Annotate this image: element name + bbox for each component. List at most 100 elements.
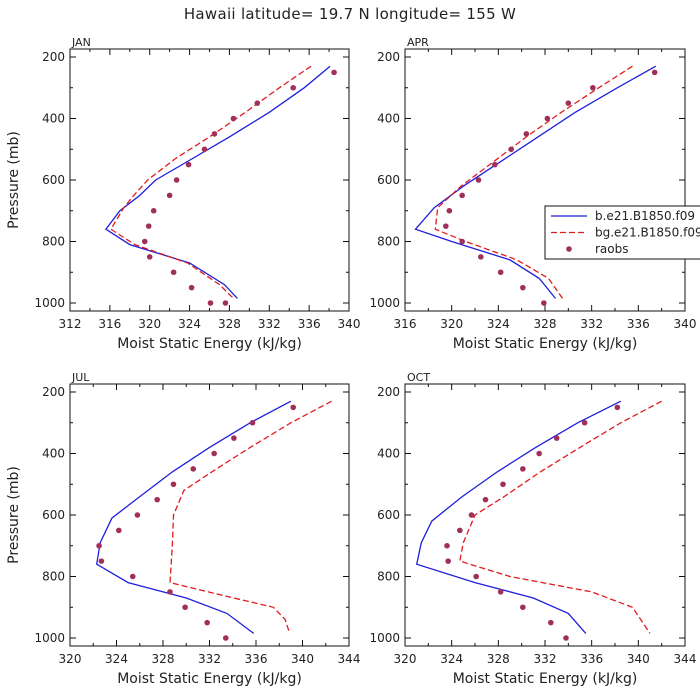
raob-point [563,635,569,641]
raob-point [482,496,489,503]
y-tick-label: 1000 [34,631,65,645]
y-tick-label: 200 [42,50,65,64]
x-tick-label: 344 [674,652,697,666]
legend-label: b.e21.B1850.f09 [595,209,695,223]
raob-point [508,146,514,153]
panel-apr: APR 316 320 324 328 332 336 340 200 400 600 800 1000… [369,36,696,352]
series-raobs [96,404,297,641]
raob-point [520,604,526,611]
raob-point [290,84,297,91]
y-tick-label: 800 [377,570,400,584]
raob-point [544,115,551,122]
raob-point [145,223,152,229]
legend-item: b.e21.B1850.f09 [551,209,695,223]
raob-point [290,404,297,411]
x-tick-label: 316 [98,317,121,331]
panel-label: JUL [71,371,90,384]
x-tick-label: 312 [59,317,82,331]
x-tick-label: 336 [298,317,321,331]
y-axis-label: Pressure (mb) [6,466,22,564]
raob-point [457,527,463,534]
legend-item: bg.e21.B1850.f09 [551,226,700,240]
legend-label: bg.e21.B1850.f09 [595,226,700,240]
raob-point [331,69,337,76]
y-tick-label: 200 [42,385,65,399]
raob-point [497,269,504,276]
x-axis-label: Moist Static Energy (kJ/kg) [117,671,302,687]
raob-point [141,238,148,245]
x-tick-label: 328 [534,317,557,331]
legend: b.e21.B1850.f09 bg.e21.B1850.f09 raobs [544,205,700,260]
raob-point [254,100,261,106]
y-tick-label: 600 [42,173,65,187]
x-axis-label: Moist Static Energy (kJ/kg) [453,336,638,352]
series-line-b-e21-b1850-f09 [95,400,292,634]
raob-point [98,558,105,564]
raob-point [173,177,180,183]
panel-oct: OCT 320 324 328 332 336 340 344 200 400 600 800 1000… [369,371,696,687]
x-axis-label: Moist Static Energy (kJ/kg) [453,671,638,687]
x-tick-label: 336 [580,652,603,666]
raob-point [170,481,177,488]
panels: JAN 312 316 320 324 328 332 336 340 200 400 600 800 1… [6,36,696,687]
y-tick-label: 400 [377,447,400,461]
x-tick-label: 344 [338,652,361,666]
x-tick-label: 340 [291,652,314,666]
x-tick-label: 332 [534,652,557,666]
raob-point [445,558,451,564]
y-tick-label: 200 [377,385,400,399]
series-raobs [444,404,621,641]
raob-point [492,161,498,168]
raob-point [443,223,449,229]
x-tick-label: 332 [580,317,603,331]
y-tick-label: 400 [377,112,400,126]
y-tick-label: 800 [42,235,65,249]
y-tick-label: 600 [377,173,400,187]
x-tick-label: 320 [394,652,417,666]
x-tick-label: 340 [338,317,361,331]
raob-point [166,192,173,199]
raob-point [565,100,572,106]
x-tick-label: 324 [487,317,510,331]
raob-point [185,161,192,168]
legend-item: raobs [566,242,629,256]
raob-point [116,527,122,534]
panel-jul: JUL 320 324 328 332 336 340 344 200 400 600 800 1000… [6,371,360,687]
plot-frame [69,48,350,312]
x-axis-label: Moist Static Energy (kJ/kg) [117,336,302,352]
series-line-bg-e21-b1850-f09 [110,65,312,299]
raob-point [468,512,475,518]
legend-marker [566,246,572,252]
y-tick-label: 800 [377,235,400,249]
x-tick-label: 324 [178,317,201,331]
panel-label: JAN [71,36,91,49]
y-tick-label: 800 [42,570,65,584]
raob-point [230,115,237,122]
raob-point [444,542,450,549]
series-line-bg-e21-b1850-f09 [169,400,332,634]
y-tick-label: 1000 [369,631,400,645]
raob-point [590,84,596,91]
raob-point [146,254,153,260]
raob-point [459,238,465,245]
x-tick-label: 324 [440,652,463,666]
plot-frame [404,48,686,312]
raob-point [170,269,177,276]
raob-point [520,284,526,291]
raob-point [129,573,136,580]
raob-point [478,254,484,260]
y-tick-label: 600 [377,508,400,522]
raob-point [188,284,195,291]
y-tick-label: 400 [42,112,65,126]
y-tick-label: 1000 [369,296,400,310]
x-tick-label: 340 [627,652,650,666]
x-tick-label: 316 [394,317,417,331]
raob-point [190,466,197,472]
x-tick-label: 336 [627,317,650,331]
raob-point [150,207,157,214]
panel-label: OCT [407,371,430,384]
y-tick-label: 400 [42,447,65,461]
y-axis-label: Pressure (mb) [6,131,22,229]
raob-point [520,466,526,472]
